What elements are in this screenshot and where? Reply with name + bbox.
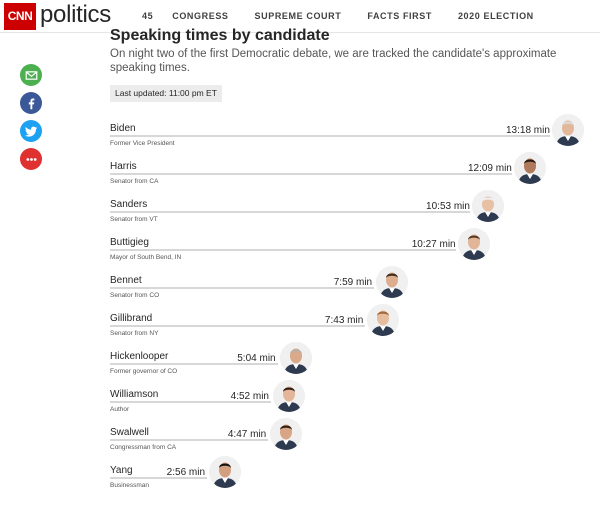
speaking-time-bar (110, 439, 269, 441)
candidate-name: Sanders (110, 199, 148, 210)
speaking-time-bar (110, 477, 208, 479)
nav-link-45[interactable]: 45 (142, 11, 154, 21)
candidate-name: Biden (110, 123, 136, 134)
candidate-avatar (457, 228, 490, 260)
candidate-avatar (376, 266, 409, 298)
candidate-role: Senator from NY (110, 330, 159, 337)
speaking-time-label: 10:53 min (426, 201, 470, 212)
speaking-time-label: 7:59 min (333, 277, 373, 288)
nav-links: 45 CONGRESS SUPREME COURT FACTS FIRST 20… (142, 11, 560, 21)
speaking-time-bar (110, 363, 278, 365)
speaking-time-bar (110, 325, 366, 327)
facebook-icon[interactable] (20, 92, 42, 114)
nav-link-congress[interactable]: CONGRESS (172, 11, 229, 21)
candidate-role: Mayor of South Bend, IN (110, 254, 182, 261)
speaking-time-label: 5:04 min (237, 353, 276, 364)
speaking-time-label: 12:09 min (467, 163, 512, 174)
candidate-name: Bennet (110, 275, 142, 286)
speaking-time-label: 4:52 min (230, 391, 269, 402)
candidate-role: Former governor of CO (110, 368, 178, 375)
more-icon[interactable] (20, 148, 42, 170)
section-name[interactable]: politics (40, 1, 111, 28)
chart-title: Speaking times by candidate (110, 27, 330, 44)
candidate-avatar (513, 152, 546, 184)
nav-link-2020-election[interactable]: 2020 ELECTION (457, 11, 534, 21)
candidate-name: Yang (110, 465, 133, 476)
candidate-name: Williamson (110, 389, 159, 400)
speaking-time-label: 4:47 min (227, 429, 267, 440)
nav-link-supreme-court[interactable]: SUPREME COURT (254, 11, 342, 21)
candidate-role: Congressman from CA (110, 444, 177, 451)
candidate-avatar (367, 304, 400, 336)
speaking-time-bar (110, 249, 456, 251)
speaking-time-label: 10:27 min (411, 239, 456, 250)
speaking-time-bar (110, 173, 512, 175)
speaking-time-bar (110, 287, 375, 289)
email-icon[interactable] (20, 64, 42, 86)
speaking-time-label: 7:43 min (324, 315, 364, 326)
top-navigation: CNN politics 45 CONGRESS SUPREME COURT F… (0, 0, 600, 33)
candidate-avatar (270, 418, 303, 450)
candidate-role: Businessman (110, 482, 150, 489)
speaking-time-bar (110, 401, 271, 403)
last-updated-badge: Last updated: 11:00 pm ET (110, 85, 222, 102)
speaking-time-bar (110, 211, 471, 213)
candidate-name: Gillibrand (110, 313, 153, 324)
candidate-avatar (472, 190, 505, 222)
speaking-time-bar (110, 135, 550, 137)
nav-link-facts-first[interactable]: FACTS FIRST (367, 11, 432, 21)
candidate-name: Buttigieg (110, 237, 149, 248)
candidate-avatar (552, 114, 584, 146)
speaking-time-label: 13:18 min (506, 125, 550, 136)
candidate-avatar (209, 456, 242, 488)
twitter-icon[interactable] (20, 120, 42, 142)
candidate-name: Swalwell (110, 427, 149, 438)
speaking-time-label: 2:56 min (166, 467, 206, 478)
candidate-role: Senator from CO (110, 292, 160, 299)
candidate-role: Former Vice President (110, 140, 175, 147)
candidate-name: Hickenlooper (110, 351, 169, 362)
candidate-role: Senator from VT (110, 216, 158, 223)
candidate-avatar (273, 380, 305, 412)
candidate-role: Senator from CA (110, 178, 159, 185)
candidate-name: Harris (110, 161, 137, 172)
candidate-role: Author (110, 406, 130, 413)
cnn-logo[interactable]: CNN (4, 3, 36, 30)
candidate-avatar (279, 342, 312, 374)
chart-subtitle: On night two of the first Democratic deb… (110, 48, 557, 74)
